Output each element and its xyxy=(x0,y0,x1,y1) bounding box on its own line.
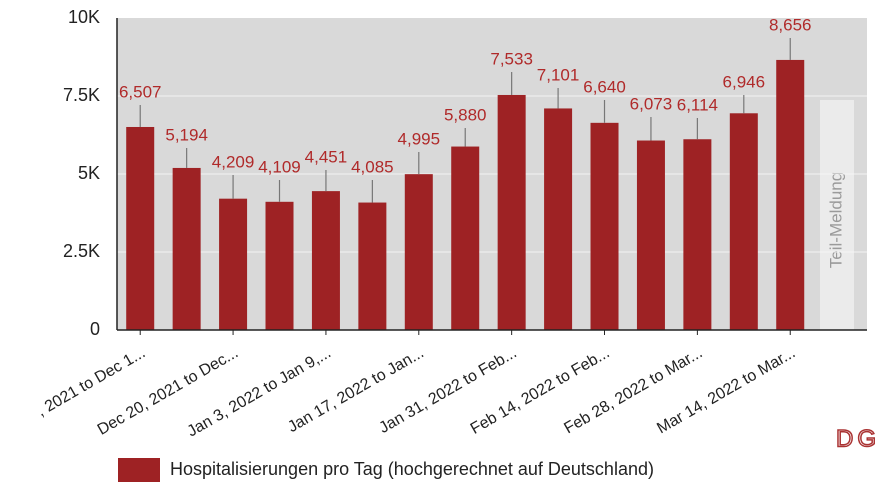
bar xyxy=(544,108,573,331)
y-tick-label: 2.5K xyxy=(63,241,100,261)
value-label: 7,533 xyxy=(490,49,533,68)
value-label: 6,073 xyxy=(630,94,673,113)
bar xyxy=(729,113,758,331)
y-tick-label: 10K xyxy=(68,7,100,27)
value-label: 6,507 xyxy=(119,82,162,101)
value-label: 8,656 xyxy=(769,15,812,34)
legend-swatch xyxy=(118,458,160,482)
bar xyxy=(451,146,480,330)
value-label: 6,946 xyxy=(723,72,766,91)
value-label: 4,209 xyxy=(212,152,255,171)
value-label: 5,880 xyxy=(444,105,487,124)
bar xyxy=(636,140,665,330)
logo: DG xyxy=(836,425,875,452)
bar xyxy=(172,167,201,330)
value-label: 6,640 xyxy=(583,77,626,96)
y-tick-label: 0 xyxy=(90,319,100,339)
value-label: 6,114 xyxy=(677,95,718,114)
annotation-box xyxy=(820,100,854,330)
bar xyxy=(776,59,805,330)
value-label: 4,085 xyxy=(351,157,394,176)
bar xyxy=(265,201,294,330)
annotation: Teil-Meldung xyxy=(826,172,845,268)
value-label: 4,995 xyxy=(398,129,441,148)
value-label: 5,194 xyxy=(165,125,208,144)
value-label: 4,109 xyxy=(258,157,301,176)
value-label: 7,101 xyxy=(537,65,580,84)
value-label: 4,451 xyxy=(305,147,348,166)
bar xyxy=(358,202,387,330)
legend-label: Hospitalisierungen pro Tag (hochgerechne… xyxy=(170,459,654,479)
y-tick-label: 7.5K xyxy=(63,85,100,105)
bar xyxy=(311,191,340,330)
bar xyxy=(683,139,712,330)
y-tick-label: 5K xyxy=(78,163,100,183)
bar xyxy=(497,94,526,330)
bar xyxy=(590,122,619,330)
bar xyxy=(219,198,248,330)
bar xyxy=(404,174,433,330)
bar xyxy=(126,126,155,330)
